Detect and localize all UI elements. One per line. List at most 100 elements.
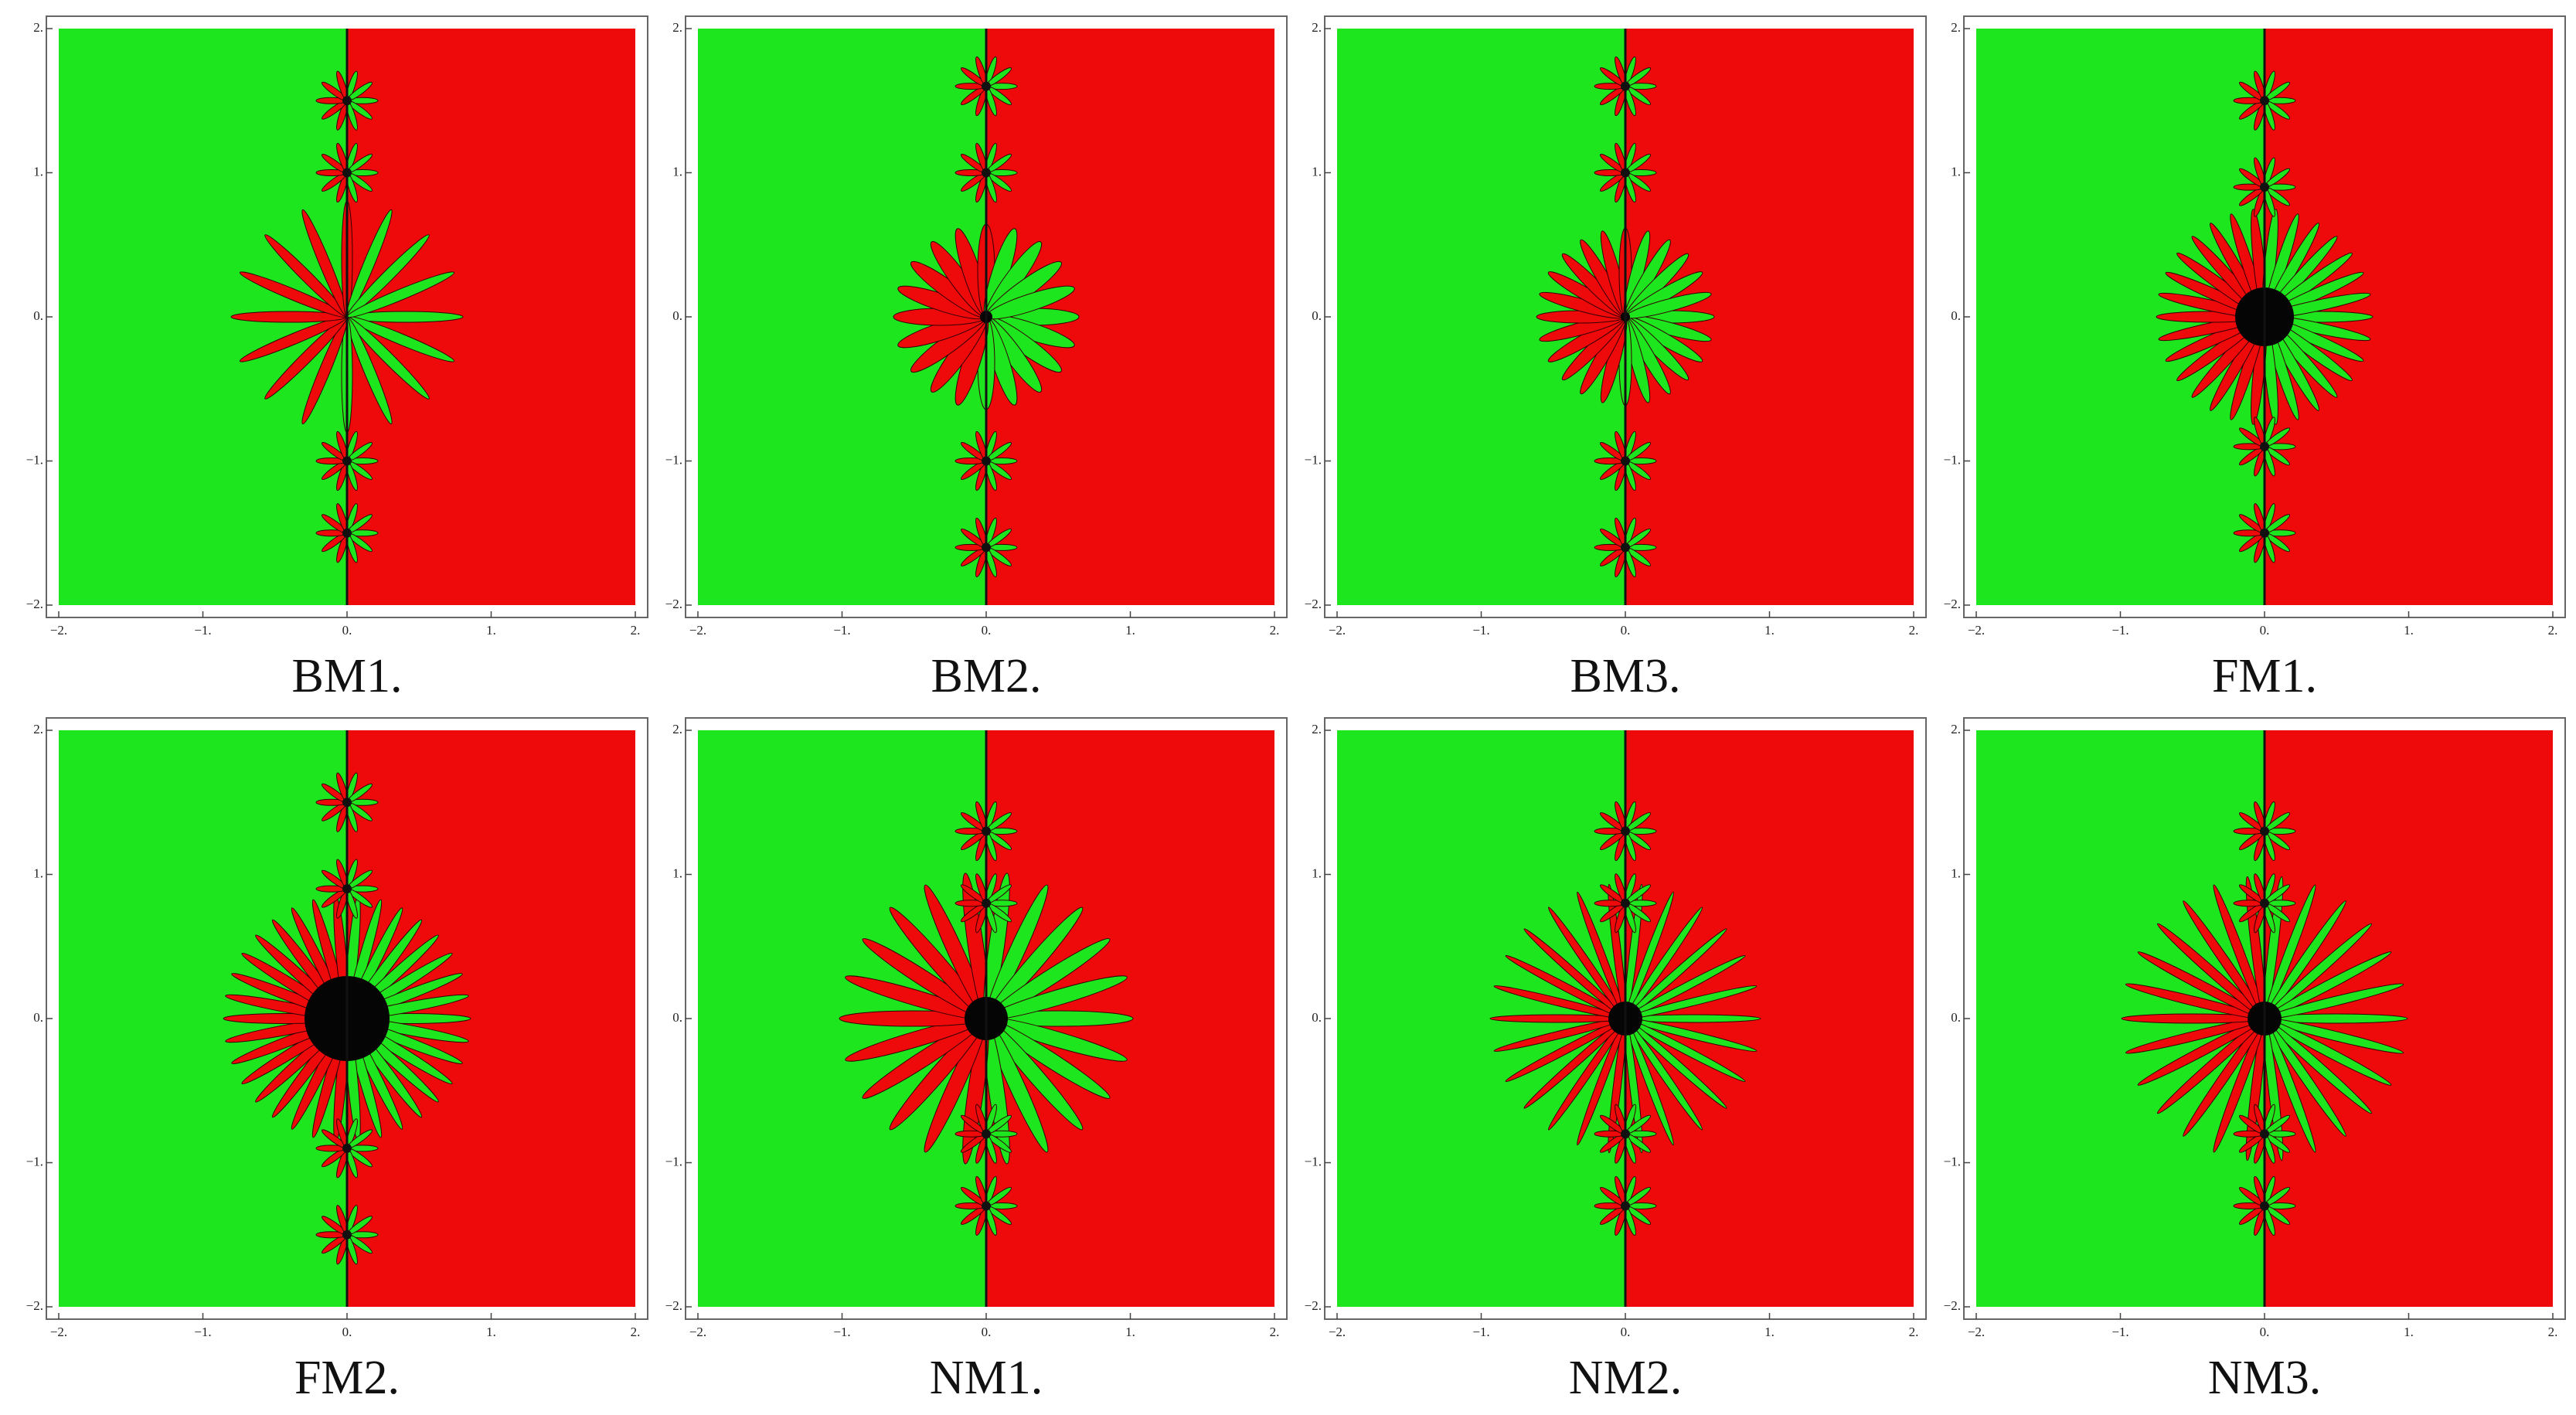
y-tick-label: 0.: [1312, 308, 1322, 323]
x-tick-label: 2.: [1909, 1325, 1919, 1339]
x-tick-label: 0.: [1621, 623, 1631, 638]
x-tick-label: 2.: [2548, 1325, 2558, 1339]
x-tick-label: 0.: [2260, 623, 2270, 638]
y-tick-label: 0.: [33, 308, 43, 323]
x-tick-label: −1.: [833, 1325, 850, 1339]
x-tick-label: 2.: [1270, 1325, 1280, 1339]
x-tick-label: 2.: [631, 1325, 641, 1339]
x-tick-label: 0.: [342, 623, 352, 638]
x-tick-label: 1.: [1764, 623, 1775, 638]
y-tick-label: 0.: [1951, 308, 1961, 323]
y-tick-label: 0.: [33, 1010, 43, 1025]
x-tick-label: 1.: [2404, 1325, 2414, 1339]
panel: −2. −1. 0. 1. 2. 2. 1. 0. −1. −2. FM1.: [1944, 15, 2566, 702]
x-tick-label: −2.: [1968, 623, 1985, 638]
y-tick-label: 2.: [33, 722, 43, 736]
panel: −2. −1. 0. 1. 2. 2. 1. 0. −1. −2. NM1.: [665, 717, 1288, 1404]
x-tick-label: 1.: [1125, 1325, 1135, 1339]
y-tick-label: −1.: [665, 452, 682, 467]
y-tick-label: 1.: [1312, 164, 1322, 179]
panel-label: NM1.: [930, 1352, 1043, 1404]
basin-plot: [1976, 730, 2553, 1307]
y-tick-label: −1.: [26, 1154, 43, 1168]
y-tick-label: 1.: [1951, 866, 1961, 880]
panel: −2. −1. 0. 1. 2. 2. 1. 0. −1. −2. FM2.: [26, 717, 648, 1404]
y-tick-label: 1.: [33, 866, 43, 880]
basin-plot: [1337, 29, 1914, 605]
basin-plot: [59, 29, 635, 605]
y-tick-label: 0.: [1312, 1010, 1322, 1025]
x-tick-label: 2.: [1909, 623, 1919, 638]
panel: −2. −1. 0. 1. 2. 2. 1. 0. −1. −2. BM1.: [26, 15, 648, 702]
y-tick-label: 1.: [672, 866, 682, 880]
y-tick-label: −1.: [1944, 1154, 1961, 1168]
x-tick-label: −1.: [2112, 623, 2129, 638]
y-tick-label: −1.: [26, 452, 43, 467]
x-tick-label: 0.: [982, 623, 992, 638]
x-tick-label: 0.: [982, 1325, 992, 1339]
panel-label: FM1.: [2212, 650, 2317, 702]
x-tick-label: −1.: [1472, 623, 1489, 638]
y-tick-label: −2.: [1305, 1298, 1322, 1313]
y-tick-label: −1.: [1305, 452, 1322, 467]
y-tick-label: 2.: [33, 20, 43, 35]
basin-plot: [698, 29, 1274, 605]
basin-plot: [1337, 730, 1914, 1307]
x-tick-label: 1.: [486, 623, 496, 638]
x-tick-label: −2.: [689, 623, 706, 638]
panel: −2. −1. 0. 1. 2. 2. 1. 0. −1. −2. NM2.: [1305, 717, 1927, 1404]
y-tick-label: −2.: [665, 1298, 682, 1313]
y-tick-label: 2.: [1951, 722, 1961, 736]
y-tick-label: −1.: [1305, 1154, 1322, 1168]
x-tick-label: 0.: [1621, 1325, 1631, 1339]
x-tick-label: 0.: [2260, 1325, 2270, 1339]
x-tick-label: 2.: [1270, 623, 1280, 638]
x-tick-label: −1.: [194, 1325, 211, 1339]
x-tick-label: −2.: [50, 623, 67, 638]
x-tick-label: −1.: [1472, 1325, 1489, 1339]
x-tick-label: −2.: [50, 1325, 67, 1339]
y-tick-label: −2.: [26, 597, 43, 611]
y-tick-label: 2.: [1312, 722, 1322, 736]
y-tick-label: −2.: [665, 597, 682, 611]
x-tick-label: 2.: [631, 623, 641, 638]
y-tick-label: 2.: [1312, 20, 1322, 35]
y-tick-label: −2.: [26, 1298, 43, 1313]
y-tick-label: −1.: [665, 1154, 682, 1168]
x-tick-label: 1.: [486, 1325, 496, 1339]
panel-label: BM2.: [931, 650, 1042, 702]
y-tick-label: 0.: [1951, 1010, 1961, 1025]
panel: −2. −1. 0. 1. 2. 2. 1. 0. −1. −2. BM3.: [1305, 15, 1927, 702]
x-tick-label: 0.: [342, 1325, 352, 1339]
x-tick-label: −1.: [833, 623, 850, 638]
panel-label: FM2.: [294, 1352, 400, 1404]
y-tick-label: 0.: [672, 1010, 682, 1025]
panel-label: NM2.: [1569, 1352, 1682, 1404]
y-tick-label: 1.: [1312, 866, 1322, 880]
y-tick-label: 2.: [672, 722, 682, 736]
panel: −2. −1. 0. 1. 2. 2. 1. 0. −1. −2. BM2.: [665, 15, 1288, 702]
panel-label: BM1.: [292, 650, 403, 702]
y-tick-label: 2.: [1951, 20, 1961, 35]
y-tick-label: −1.: [1944, 452, 1961, 467]
y-tick-label: −2.: [1944, 1298, 1961, 1313]
y-tick-label: 1.: [1951, 164, 1961, 179]
x-tick-label: −2.: [689, 1325, 706, 1339]
x-tick-label: −2.: [1329, 623, 1346, 638]
x-tick-label: 1.: [2404, 623, 2414, 638]
y-tick-label: 1.: [33, 164, 43, 179]
panel: −2. −1. 0. 1. 2. 2. 1. 0. −1. −2. NM3.: [1944, 717, 2566, 1404]
y-tick-label: −2.: [1305, 597, 1322, 611]
x-tick-label: 1.: [1125, 623, 1135, 638]
x-tick-label: −1.: [2112, 1325, 2129, 1339]
y-tick-label: 0.: [672, 308, 682, 323]
basin-plot: [1976, 29, 2553, 605]
y-tick-label: 2.: [672, 20, 682, 35]
y-tick-label: −2.: [1944, 597, 1961, 611]
panel-label: NM3.: [2208, 1352, 2321, 1404]
panel-label: BM3.: [1570, 650, 1681, 702]
basin-plot: [59, 730, 635, 1307]
x-tick-label: 2.: [2548, 623, 2558, 638]
y-tick-label: 1.: [672, 164, 682, 179]
